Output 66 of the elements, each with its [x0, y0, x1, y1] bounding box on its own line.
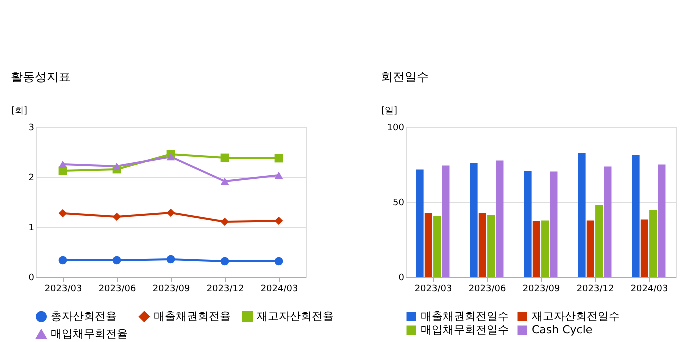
bar — [416, 170, 424, 277]
bar — [524, 171, 532, 277]
x-tick-label: 2024/03 — [630, 284, 668, 294]
y-axis-title: [일] — [382, 106, 398, 116]
x-tick-label: 2023/12 — [206, 284, 244, 294]
bar — [596, 205, 604, 277]
bar — [640, 220, 648, 277]
bar — [496, 160, 504, 277]
point — [220, 154, 230, 162]
point — [274, 257, 284, 266]
point — [166, 255, 176, 264]
legend-label: 재고자산회전율 — [257, 310, 334, 323]
point — [220, 218, 230, 226]
point — [220, 178, 230, 186]
y-tick-label: 1 — [28, 224, 34, 234]
point — [274, 154, 284, 163]
y-tick-label: 100 — [387, 124, 405, 134]
bar — [658, 164, 666, 277]
bar — [424, 213, 432, 277]
chart-title: 회전일수 — [381, 70, 429, 84]
point — [58, 256, 68, 265]
x-tick-label: 2023/03 — [44, 284, 82, 294]
bar — [478, 213, 486, 277]
bar — [470, 163, 478, 277]
x-tick-label: 2023/09 — [522, 284, 560, 294]
point — [112, 162, 122, 170]
point — [166, 153, 176, 161]
x-tick-label: 2023/12 — [576, 284, 614, 294]
bar — [532, 221, 540, 277]
point — [58, 209, 68, 218]
bar — [632, 155, 640, 277]
y-axis-title: [회] — [12, 106, 28, 116]
point — [112, 212, 122, 222]
x-tick-label: 2023/06 — [98, 284, 136, 294]
y-tick-label: 50 — [393, 198, 405, 208]
point — [220, 257, 230, 266]
bar — [542, 220, 550, 277]
bar — [578, 153, 586, 277]
y-tick-label: 2 — [28, 174, 34, 184]
y-tick-label: 0 — [398, 274, 405, 284]
bar — [586, 220, 594, 277]
y-tick-label: 3 — [28, 124, 34, 134]
point — [166, 208, 176, 218]
point — [58, 160, 68, 168]
x-tick-label: 2023/03 — [414, 284, 452, 294]
x-tick-label: 2023/06 — [468, 284, 506, 294]
legend-label: 총자산회전율 — [51, 310, 117, 323]
legend-label: 매출채권회전율 — [154, 310, 231, 323]
bar — [650, 210, 658, 277]
bar — [604, 166, 612, 277]
point — [112, 256, 122, 265]
legend-label: 매입채무회전일수 — [421, 324, 509, 336]
bar — [550, 172, 558, 277]
chart-title: 활동성지표 — [11, 70, 71, 84]
x-tick-label: 2024/03 — [260, 284, 298, 294]
bar — [442, 166, 450, 277]
legend-label: 매입채무회전율 — [51, 328, 128, 340]
legend-label: 매출채권회전일수 — [421, 310, 509, 323]
bar — [488, 215, 496, 277]
point — [274, 216, 284, 226]
legend-label: 재고자산회전일수 — [532, 310, 620, 323]
legend-label: Cash Cycle — [532, 324, 593, 336]
point — [274, 172, 284, 180]
x-tick-label: 2023/09 — [152, 284, 190, 294]
bar — [434, 216, 442, 277]
y-tick-label: 0 — [28, 274, 35, 284]
